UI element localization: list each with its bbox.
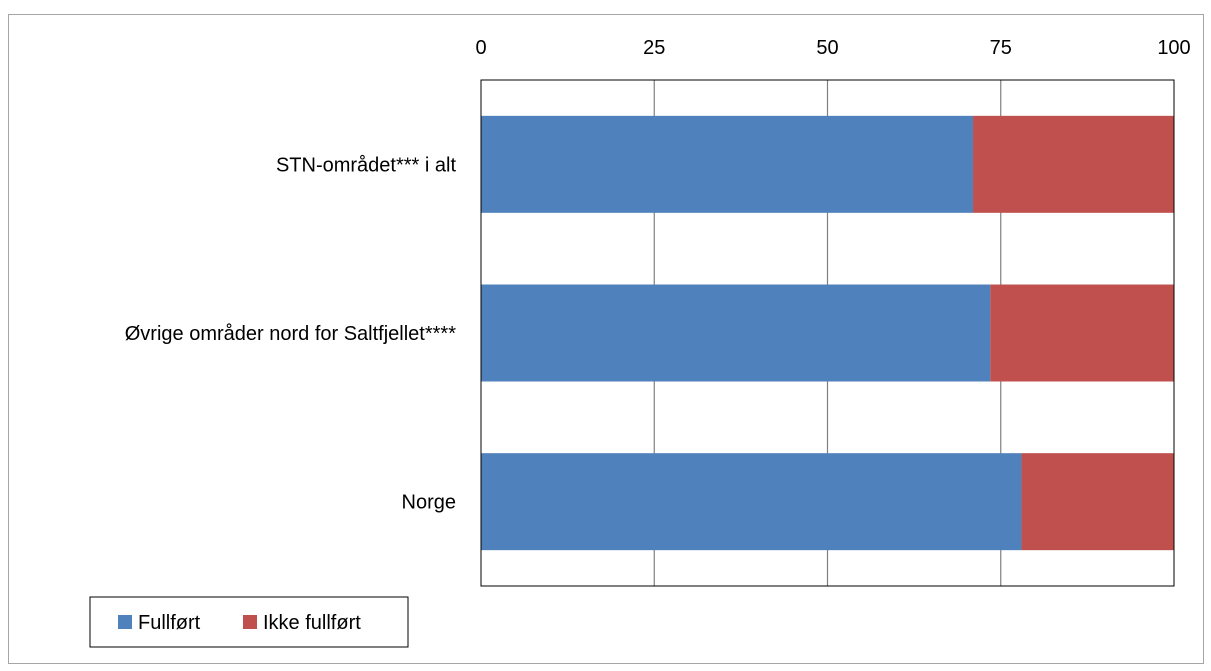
x-tick-label-50: 50 (816, 37, 838, 59)
bar-ikke-fullfort-2 (1021, 453, 1174, 551)
bar-ikke-fullfort-1 (990, 284, 1174, 382)
legend: Fullført Ikke fullført (89, 596, 409, 648)
category-label-2: Norge (402, 492, 456, 514)
bar-fullfort-0 (481, 115, 974, 213)
legend-swatch-0 (118, 615, 132, 629)
legend-label-0: Fullført (138, 612, 201, 634)
bar-ikke-fullfort-0 (973, 115, 1174, 213)
category-label-0: STN-området*** i alt (276, 154, 457, 176)
legend-swatch-1 (243, 615, 257, 629)
plot-area-border (480, 79, 1175, 587)
category-label-1: Øvrige områder nord for Saltfjellet**** (125, 323, 456, 345)
bar-fullfort-2 (481, 453, 1022, 551)
x-tick-label-25: 25 (643, 37, 665, 59)
x-tick-label-75: 75 (990, 37, 1012, 59)
bars (481, 115, 1174, 551)
category-labels: STN-området*** i alt Øvrige områder nord … (125, 154, 457, 513)
x-tick-labels: 0 25 50 75 100 (475, 37, 1190, 59)
bar-fullfort-1 (481, 284, 991, 382)
x-tick-label-100: 100 (1157, 37, 1190, 59)
legend-label-1: Ikke fullført (263, 612, 361, 634)
x-tick-label-0: 0 (475, 37, 486, 59)
